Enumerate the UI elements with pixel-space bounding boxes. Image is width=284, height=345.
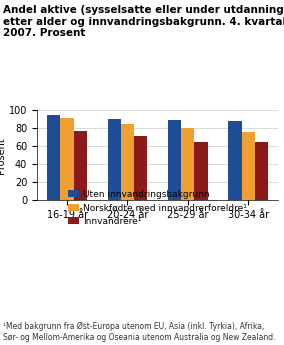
- Bar: [195, 142, 208, 200]
- Bar: [181, 128, 195, 200]
- Bar: [60, 118, 74, 200]
- Bar: [47, 115, 60, 200]
- Bar: [228, 121, 241, 200]
- Legend: Uten innvandringsbakgrunn, Norskfødte med innvandrerforeldre¹, Innvandrere¹: Uten innvandringsbakgrunn, Norskfødte me…: [65, 186, 250, 230]
- Bar: [134, 136, 147, 200]
- Bar: [121, 124, 134, 200]
- Bar: [241, 132, 255, 200]
- Bar: [255, 142, 268, 200]
- Text: ¹Med bakgrunn fra Øst-Europa utenom EU, Asia (inkl. Tyrkia), Afrika,
Sør- og Mel: ¹Med bakgrunn fra Øst-Europa utenom EU, …: [3, 322, 275, 342]
- Bar: [74, 131, 87, 200]
- Bar: [108, 119, 121, 200]
- Text: Andel aktive (sysselsatte eller under utdanning),
etter alder og innvandringsbak: Andel aktive (sysselsatte eller under ut…: [3, 5, 284, 38]
- Y-axis label: Prosent: Prosent: [0, 137, 6, 174]
- Bar: [168, 120, 181, 200]
